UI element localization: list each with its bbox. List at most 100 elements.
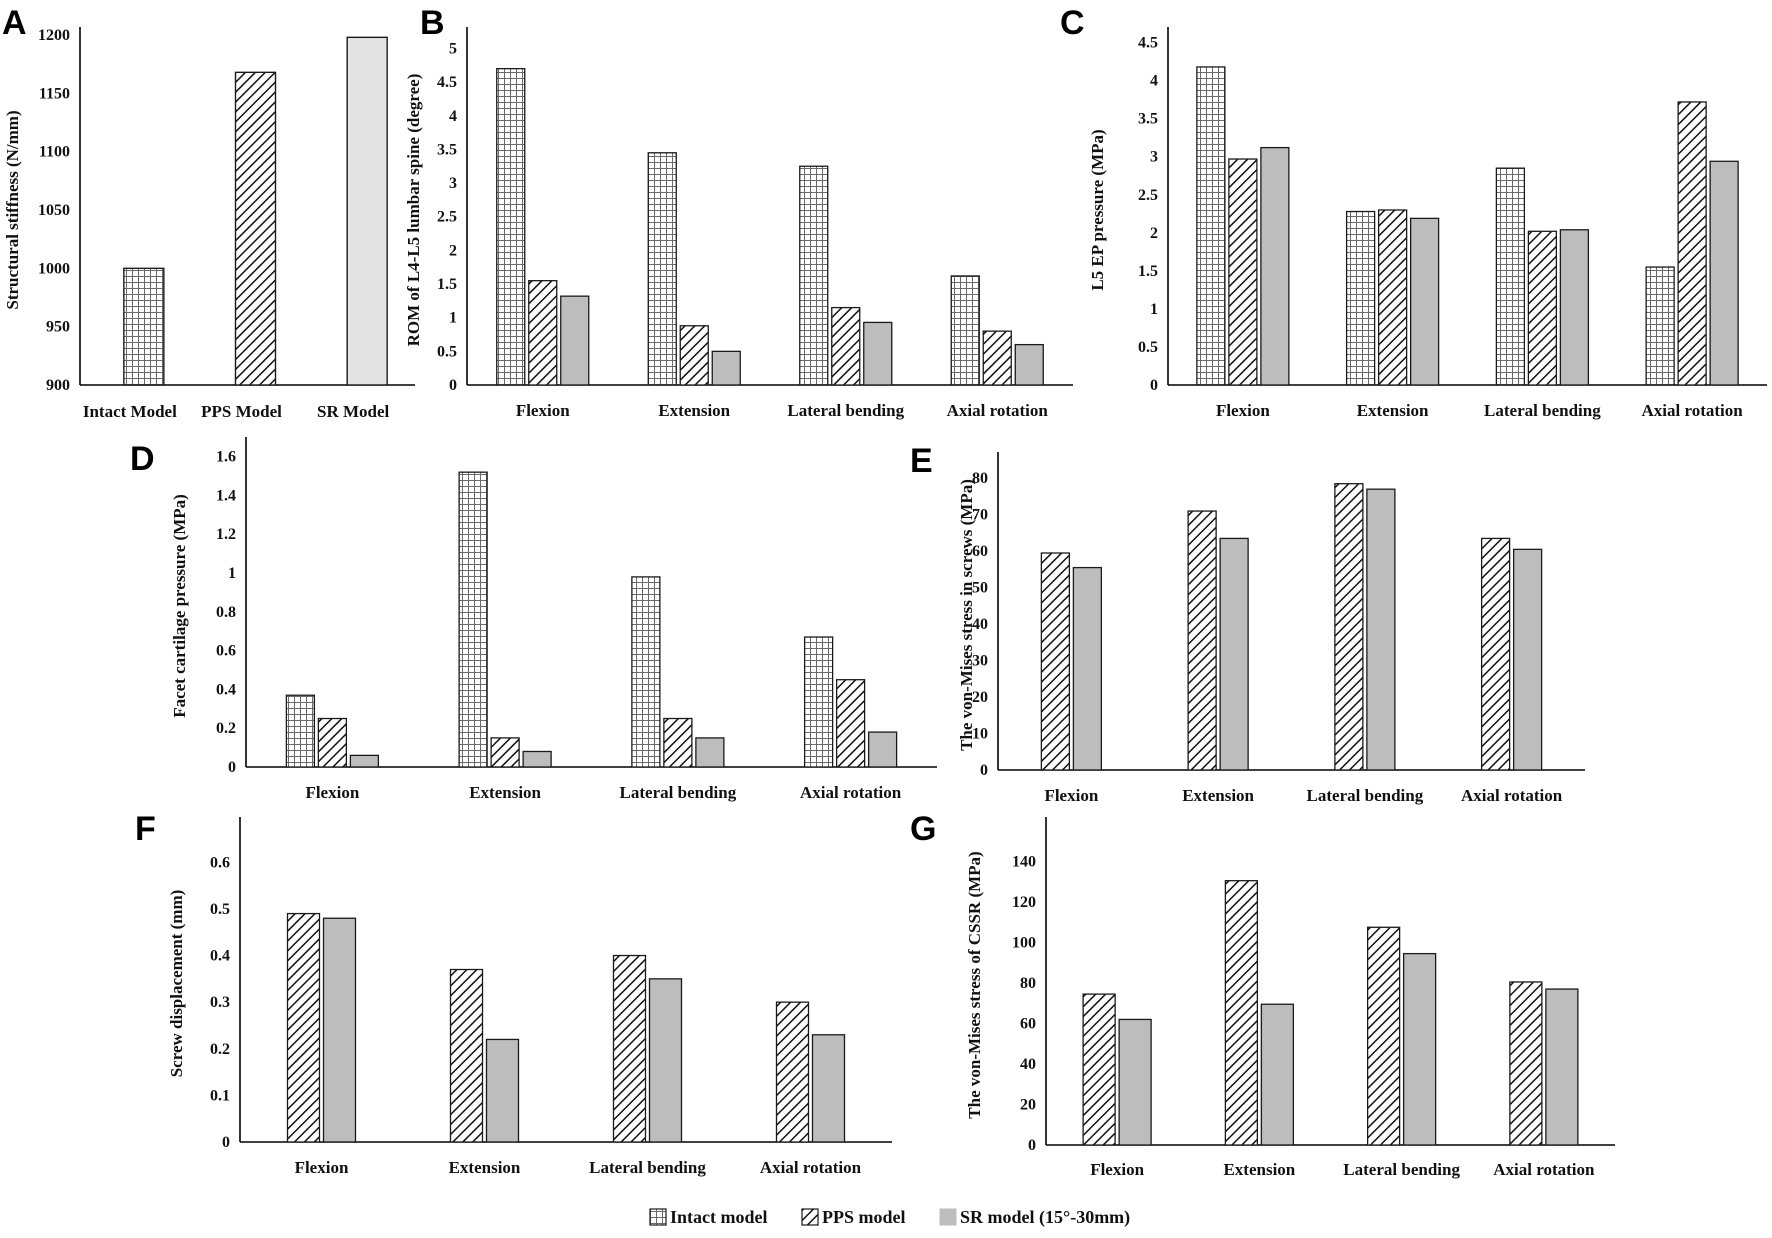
category-label: PPS Model	[201, 402, 282, 421]
y-tick-label: 1150	[39, 85, 70, 102]
y-tick-label: 0.4	[210, 948, 230, 965]
y-tick-label: 4.5	[1138, 35, 1158, 52]
bar-pps-model	[1366, 926, 1401, 1146]
bar-pps-model	[1082, 993, 1116, 1146]
legend: Intact model PPS model SR model (15°-30m…	[649, 1207, 1130, 1228]
legend-swatch-intact	[649, 1208, 667, 1226]
y-tick-label: 40	[1020, 1056, 1036, 1073]
category-label: Extension	[469, 783, 541, 802]
bar-pps-model	[286, 912, 321, 1143]
y-tick-label: 0.6	[216, 643, 236, 660]
y-tick-label: 0	[1028, 1137, 1036, 1154]
bar-pps-model	[528, 280, 558, 386]
bar-sr-model	[349, 754, 380, 768]
bar-pps-model	[835, 679, 866, 768]
y-axis-title: L5 EP pressure (MPa)	[1088, 129, 1107, 290]
y-tick-label: 1	[449, 310, 457, 327]
y-tick-label: 1.5	[437, 276, 457, 293]
panel-letter: B	[420, 4, 445, 42]
bar-sr-model	[1260, 146, 1290, 386]
y-tick-label: 950	[46, 319, 70, 336]
bar-pps-model	[449, 968, 484, 1143]
bar-intact-model	[950, 275, 980, 386]
bar-pps-model	[679, 325, 709, 386]
bar-pps-model	[1334, 483, 1364, 771]
bar-sr-model	[522, 750, 552, 768]
bar-pps-model	[1677, 101, 1707, 386]
category-label: Lateral bending	[1484, 401, 1601, 420]
bar-pps-model	[1040, 552, 1071, 771]
y-tick-label: 0	[228, 759, 236, 776]
bar-pps-model	[1377, 209, 1408, 386]
y-tick-label: 0	[1150, 377, 1158, 394]
y-tick-label: 140	[1012, 853, 1036, 870]
y-axis-title: Screw displacement (mm)	[167, 890, 186, 1078]
chart-a: A 900 950 1000 1050 1100 1150 1200 Structural st…	[2, 4, 415, 421]
bar-pps-model	[1509, 981, 1543, 1146]
y-tick-label: 2	[1150, 225, 1158, 242]
bar-srlight	[346, 36, 388, 386]
bar-sr-model	[1072, 566, 1103, 771]
bar-intact-model	[1345, 210, 1376, 386]
y-tick-label: 60	[1020, 1015, 1036, 1032]
bar-sr-model	[1219, 537, 1249, 771]
y-tick-label: 0.4	[216, 681, 236, 698]
bar-pps-model	[775, 1001, 810, 1143]
category-label: Axial rotation	[760, 1158, 862, 1177]
y-tick-label: 4.5	[437, 74, 457, 91]
category-label: Lateral bending	[1307, 786, 1424, 805]
category-label: Flexion	[516, 401, 570, 420]
bar-pps-model	[1480, 537, 1511, 771]
bar-pps-model	[1187, 510, 1217, 771]
y-tick-label: 30	[972, 653, 988, 670]
bar-sr-model	[1366, 488, 1396, 771]
category-label: Flexion	[295, 1158, 349, 1177]
chart-d: D 0 0.2 0.4 0.6 0.8 1 1.2 1.4 1.6 Facet cartilage …	[130, 437, 937, 802]
bar-sr-model	[648, 978, 683, 1143]
y-tick-label: 1200	[38, 27, 70, 44]
y-tick-label: 1	[228, 565, 236, 582]
y-tick-label: 20	[972, 689, 988, 706]
panel-letter: E	[910, 442, 933, 480]
category-label: Flexion	[305, 783, 359, 802]
bar-intact-model	[1495, 167, 1526, 386]
y-tick-label: 0	[980, 762, 988, 779]
legend-label-pps: PPS model	[822, 1207, 906, 1227]
legend-swatch-pps	[801, 1208, 819, 1226]
bar-sr-model	[1409, 217, 1440, 386]
y-tick-label: 1.4	[216, 487, 236, 504]
y-tick-label: 0	[222, 1134, 230, 1151]
y-tick-label: 1.5	[1138, 263, 1158, 280]
category-label: Axial rotation	[1642, 401, 1744, 420]
y-tick-label: 10	[972, 726, 988, 743]
bar-intact-model	[458, 471, 488, 768]
y-tick-label: 50	[972, 580, 988, 597]
y-axis-title: The von-Mises stress of CSSR (MPa)	[965, 851, 984, 1118]
category-label: Extension	[1223, 1160, 1295, 1179]
bar-pps-model	[1228, 158, 1258, 386]
y-tick-label: 60	[972, 543, 988, 560]
y-tick-label: 5	[449, 40, 457, 57]
category-label: Axial rotation	[947, 401, 1049, 420]
bar-intact-model	[803, 636, 834, 768]
y-tick-label: 0.2	[210, 1041, 230, 1058]
bar-pps-model	[831, 306, 861, 386]
y-tick-label: 3.5	[1138, 111, 1158, 128]
bar-sr-model	[1402, 952, 1437, 1146]
bar-pps-model	[1224, 880, 1259, 1146]
category-label: Lateral bending	[620, 783, 737, 802]
bar-sr-model	[485, 1038, 520, 1143]
y-tick-label: 2.5	[1138, 187, 1158, 204]
category-label: SR Model	[317, 402, 390, 421]
y-axis-title: The von-Mises stress in screws (MPa)	[957, 479, 976, 751]
y-tick-label: 1	[1150, 301, 1158, 318]
category-label: Lateral bending	[589, 1158, 706, 1177]
bar-intact-model	[496, 68, 526, 386]
bar-sr-model	[1014, 343, 1044, 386]
y-axis-title: Facet cartilage pressure (MPa)	[170, 494, 189, 718]
y-tick-label: 1050	[38, 202, 70, 219]
bar-sr-model	[560, 295, 590, 386]
